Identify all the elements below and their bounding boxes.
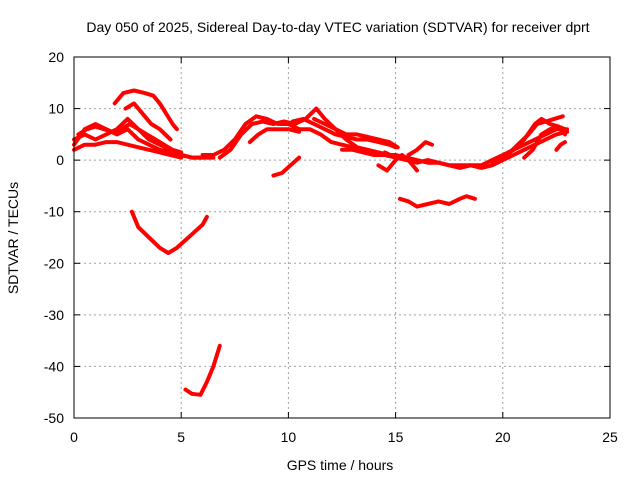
series-line-s19 [397,194,477,209]
series-line-s6 [123,101,173,142]
y-tick-label: -30 [44,307,64,323]
series-line-s3 [72,140,184,160]
series-line-s12 [271,155,302,178]
grid-layer [74,57,610,418]
series-line-s17 [376,153,419,173]
y-tick-label: 20 [48,49,64,65]
series-line-s5 [112,88,179,132]
plot-frame [73,56,611,419]
x-tick-label: 15 [388,429,404,445]
y-tick-label: 0 [56,152,64,168]
y-tick-label: 10 [48,101,64,117]
x-tick-label: 5 [177,429,185,445]
series-line-s4 [76,122,184,155]
y-tick-label: -50 [44,410,64,426]
series-layer [72,88,570,397]
y-tick-label: -40 [44,358,64,374]
series-line-s21 [505,114,565,157]
x-tick-label: 0 [70,429,78,445]
tick-layer: 0 5 10 15 20 25 -50 -40 -30 -20 -10 0 10 20 [44,49,618,445]
series-line-s23 [554,140,567,152]
y-tick-label: -10 [44,204,64,220]
series-line-s7 [129,209,209,255]
y-axis-title: SDTVAR / TECUs [5,182,21,294]
x-axis-title: GPS time / hours [287,457,394,473]
y-tick-label: -20 [44,255,64,271]
series-line-s13 [290,116,398,150]
chart-title: Day 050 of 2025, Sidereal Day-to-day VTE… [86,19,589,35]
series-line-s22 [522,124,567,160]
series-line-s10 [217,106,402,160]
x-tick-label: 25 [602,429,618,445]
series-line-s8 [183,343,222,397]
x-tick-label: 20 [495,429,511,445]
series-line-s11 [247,127,302,145]
series-line-s14 [312,116,400,150]
series-line-s18 [406,140,434,157]
x-tick-label: 10 [281,429,297,445]
